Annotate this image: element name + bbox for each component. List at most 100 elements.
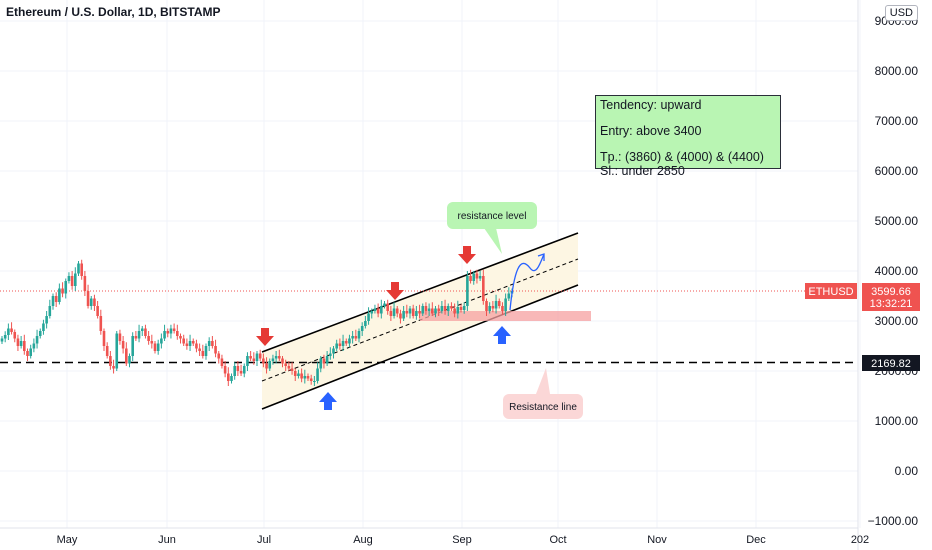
chart-title: Ethereum / U.S. Dollar, 1D, BITSTAMP [6,5,221,19]
candle-body [3,335,7,339]
candle-body [102,331,106,346]
projection-path [509,253,545,311]
currency-button[interactable]: USD [884,5,918,21]
callout-text: Resistance line [509,402,577,413]
candle-body [61,288,64,294]
candle-body [351,336,354,339]
candle-body [0,338,4,342]
candle-body [23,341,26,351]
candle-body [64,281,68,294]
x-tick-label: Aug [353,534,373,546]
candle-body [105,346,109,356]
candle-body [96,306,99,316]
candle-body [284,363,287,366]
candle-body [485,301,488,311]
candle-body [207,341,211,346]
candle-body [472,273,476,281]
candle-body [427,308,431,311]
candle-body [290,368,294,371]
x-tick-label: Dec [746,534,766,546]
candle-body [478,276,482,279]
y-tick-label: 6000.00 [875,164,919,178]
annotation-line: Sl.: under 2850 [600,164,685,178]
candle-body [297,373,300,376]
candle-body [453,308,456,314]
candle-body [475,273,479,279]
candle-body [415,311,418,316]
candle-body [443,306,447,311]
candle-body [13,332,17,339]
callout-bubble [503,394,583,419]
candle-body [7,328,10,335]
candle-body [329,353,332,356]
candle-body [322,358,326,364]
callout-bubble [447,202,537,229]
candle-body [150,341,154,344]
candle-body [220,358,224,366]
candle-body [144,328,147,336]
candle-body [392,308,396,316]
candle-body [115,333,119,369]
candle-body [86,291,90,306]
candle-body [440,306,444,311]
candle-body [402,311,405,319]
candle-body [316,368,319,381]
candle-body [348,338,351,344]
candle-body [325,356,329,364]
candle-body [258,353,262,359]
x-tick-label: Nov [647,534,667,546]
annotation-box[interactable]: Tendency: upward Entry: above 3400 Tp.: … [595,95,781,178]
y-tick-label: 7000.00 [875,114,919,128]
candle-body [507,293,511,299]
candle-body [26,351,29,356]
callout-resistance-line: Resistance line [503,368,583,419]
candle-body [293,371,297,376]
candle-body [431,308,434,314]
candle-body [140,328,144,331]
candle-body [360,326,364,331]
candle-body [147,336,150,341]
candle-body [309,378,313,381]
candle-body [121,341,125,349]
candle-body [211,341,214,346]
level-tag [862,355,920,371]
candle-body [354,336,358,339]
y-tick-label: 8000.00 [875,64,919,78]
candle-body [469,276,472,281]
candle-body [153,343,157,351]
candle-body [16,338,20,346]
symbol-tag-label: ETHUSD [808,286,853,298]
x-tick-label: 202 [851,534,869,546]
candle-body [306,376,310,379]
candle-body [383,303,386,306]
candle-body [89,298,93,306]
candle-body [118,333,122,341]
candle-body [408,308,412,314]
price-tag-value: 3599.66 [871,286,911,298]
candle-body [249,356,252,359]
candle-body [70,276,74,286]
candle-body [35,336,39,344]
level-tag-value: 2169.82 [871,358,911,370]
candle-body [185,343,189,346]
x-tick-label: Oct [549,534,566,546]
candle-body [281,358,284,364]
channel-lower-line [261,284,579,410]
candle-body [367,313,370,321]
candle-body [137,331,141,339]
candle-body [268,361,272,369]
candle-body [504,298,507,311]
x-tick-label: May [57,534,78,546]
candle-body [45,316,48,324]
candle-body [242,366,246,374]
annotation-line: Tp.: (3860) & (4000) & (4400) [600,150,764,164]
candle-body [491,306,495,309]
candle-body [77,263,80,274]
candle-body [128,356,131,364]
x-tick-label: Sep [452,534,472,546]
candle-body [370,311,374,314]
candle-body [344,341,348,344]
y-tick-label: 3000.00 [875,314,919,328]
candle-body [156,343,160,351]
